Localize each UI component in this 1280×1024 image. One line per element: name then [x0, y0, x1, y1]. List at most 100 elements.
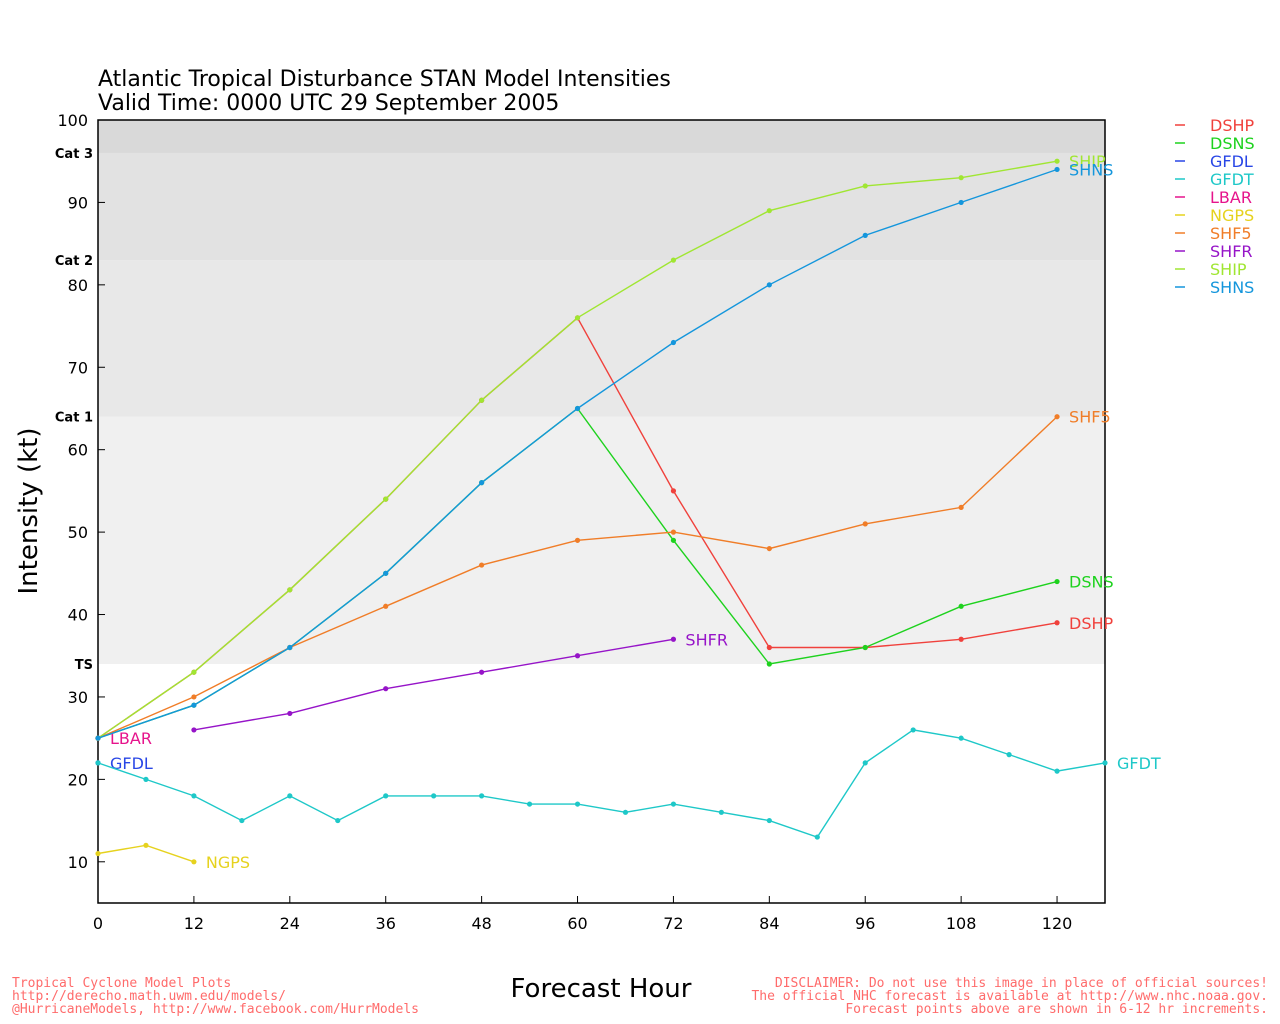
y-tick-label: 70 [68, 358, 88, 377]
legend-label-ship: SHIP [1210, 260, 1247, 279]
data-point [766, 644, 772, 651]
data-point [431, 793, 437, 799]
data-point [335, 817, 341, 824]
data-point [718, 809, 724, 815]
data-point [670, 537, 677, 543]
y-tick-label: 90 [68, 193, 88, 212]
x-tick-label: 12 [184, 914, 204, 933]
plot-frame [97, 119, 1106, 904]
series-end-label-lbar: LBAR [110, 729, 152, 748]
data-point [1102, 760, 1108, 766]
data-point [287, 710, 293, 717]
legend-label-dshp: DSHP [1210, 116, 1255, 135]
series-gfdl: GFDL [95, 754, 153, 773]
data-point [1006, 752, 1012, 758]
footer-left-line3: @HurricaneModels, http://www.facebook.co… [12, 1002, 419, 1017]
y-tick-label: 40 [68, 606, 88, 625]
x-tick-label: 72 [663, 914, 683, 933]
legend-label-shf5: SHF5 [1210, 224, 1252, 243]
data-point [958, 175, 964, 181]
data-point [862, 644, 868, 651]
legend-label-gfdl: GFDL [1210, 152, 1253, 171]
data-point [479, 562, 485, 568]
data-point [526, 801, 533, 807]
legend-label-dsns: DSNS [1210, 134, 1255, 153]
data-point [574, 537, 581, 543]
series-end-label-ship: SHIP [1069, 152, 1106, 171]
series-line-gfdt [97, 729, 1106, 838]
series-shf5: SHF5 [95, 408, 1111, 741]
y-tick-label: 100 [57, 111, 88, 130]
series-lbar: LBAR [95, 729, 152, 748]
data-point [383, 686, 389, 692]
data-point [862, 521, 868, 527]
data-point [287, 793, 293, 799]
band-label-cat-2: Cat 2 [55, 254, 93, 269]
band-ts [98, 416, 1105, 664]
y-tick-label: 30 [68, 688, 88, 707]
series-end-label-dsns: DSNS [1069, 573, 1114, 592]
y-tick-label: 50 [68, 523, 88, 542]
footer-left-line1: Tropical Cyclone Model Plots [12, 976, 231, 991]
data-point [670, 257, 677, 263]
data-point [1054, 414, 1060, 420]
chart-subtitle: Valid Time: 0000 UTC 29 September 2005 [98, 91, 559, 116]
series-line-shfr [193, 638, 674, 731]
x-tick-label: 48 [471, 914, 491, 933]
series-end-label-shfr: SHFR [685, 630, 728, 649]
data-point [1054, 578, 1060, 585]
x-tick-label: 24 [280, 914, 300, 933]
data-point [670, 488, 677, 494]
x-tick-label: 120 [1042, 914, 1073, 933]
x-axis-label: Forecast Hour [511, 974, 692, 1004]
data-point [383, 793, 389, 799]
y-axis-label: Intensity (kt) [14, 428, 44, 595]
series-shfr: SHFR [191, 630, 728, 733]
data-point [383, 496, 389, 502]
data-point [958, 735, 964, 741]
data-point [958, 504, 964, 510]
band-label-cat-3: Cat 3 [55, 147, 93, 162]
data-point [239, 817, 245, 824]
data-point [143, 776, 149, 782]
data-point [910, 727, 916, 733]
data-point [191, 859, 197, 865]
x-tick-label: 60 [567, 914, 587, 933]
data-point [622, 809, 629, 815]
data-point [479, 480, 485, 486]
data-point [191, 669, 197, 675]
data-point [383, 603, 389, 609]
series-gfdt: GFDT [95, 727, 1161, 840]
footer-right-line1: DISCLAIMER: Do not use this image in pla… [775, 976, 1268, 991]
series-end-label-gfdt: GFDT [1117, 754, 1161, 773]
x-tick-label: 0 [93, 914, 103, 933]
data-point [766, 282, 772, 288]
data-point [766, 545, 772, 552]
data-point [670, 529, 677, 535]
data-point [479, 669, 485, 675]
data-point [1054, 158, 1060, 164]
data-point [1054, 166, 1060, 173]
data-point [766, 208, 772, 214]
footer-right-line2: The official NHC forecast is available a… [751, 989, 1268, 1004]
band-cat-1 [98, 260, 1105, 417]
data-point [287, 587, 293, 593]
band-cat-3 [98, 120, 1105, 153]
data-point [383, 570, 389, 576]
footer-right-line3: Forecast points above are shown in 6-12 … [845, 1002, 1268, 1017]
data-point [670, 636, 677, 642]
x-tick-label: 84 [759, 914, 779, 933]
data-point [479, 397, 485, 403]
y-tick-label: 20 [68, 770, 88, 789]
data-point [670, 801, 677, 807]
band-label-ts: TS [75, 658, 93, 673]
chart-title: Atlantic Tropical Disturbance STAN Model… [98, 67, 671, 92]
x-tick-label: 96 [855, 914, 875, 933]
legend-label-shns: SHNS [1210, 278, 1254, 297]
x-tick-label: 36 [376, 914, 396, 933]
series-shns: SHNS [95, 160, 1113, 741]
data-point [862, 760, 868, 766]
